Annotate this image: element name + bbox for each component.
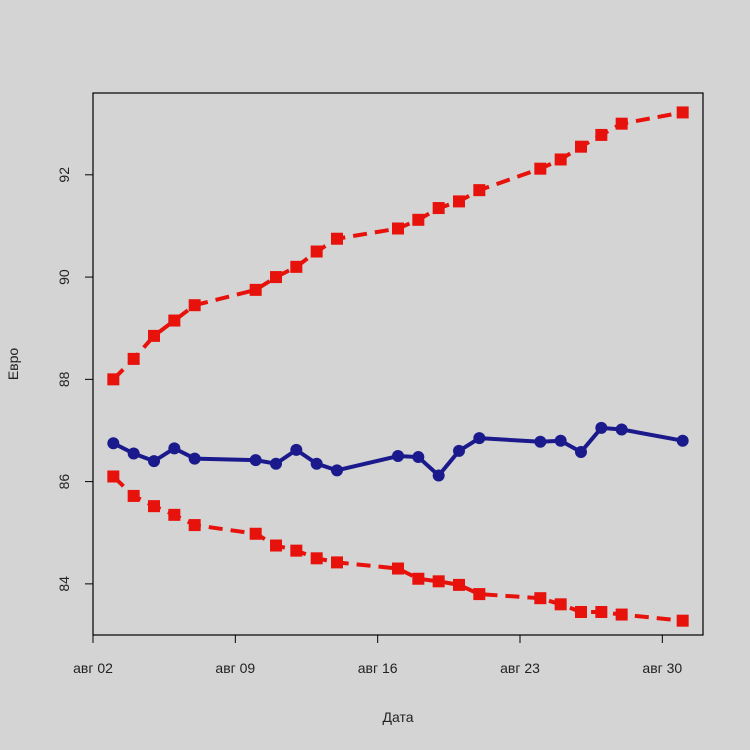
series-1-point <box>310 245 323 258</box>
series-1-point <box>249 283 262 296</box>
series-1-line <box>111 110 684 381</box>
series-0-point <box>107 437 120 450</box>
series-2-point <box>290 544 303 557</box>
series-0-point <box>127 447 140 460</box>
series-2-point <box>249 527 262 540</box>
series-2-point <box>676 614 689 627</box>
series-2-point <box>473 588 486 601</box>
plot-frame <box>92 92 704 636</box>
series-1-point <box>554 153 567 166</box>
series-1-point <box>676 106 689 119</box>
series-2-point <box>595 605 608 618</box>
x-axis-label: Дата <box>382 709 413 725</box>
series-0-point <box>331 464 343 477</box>
series-1-point <box>453 195 465 208</box>
series-0-point <box>615 423 628 436</box>
y-axis: 84 86 88 90 92 <box>56 167 93 592</box>
series-1-point <box>473 184 486 197</box>
series-0-point <box>412 451 425 464</box>
series-0-point <box>554 434 567 447</box>
series-1-point <box>575 140 587 153</box>
series-1-point <box>615 117 628 130</box>
series-0-point <box>473 432 486 445</box>
x-tick-label: авг 30 <box>642 660 682 676</box>
y-tick-label: 86 <box>56 474 72 490</box>
series-0-point <box>534 435 547 448</box>
y-tick-label: 92 <box>56 167 72 183</box>
series-2-point <box>575 605 587 618</box>
series-2-point <box>188 519 201 532</box>
series-2-point <box>127 489 140 502</box>
series-1-point <box>392 222 404 235</box>
y-tick-label: 90 <box>56 269 72 285</box>
series-0-point <box>432 469 445 482</box>
series-2-point <box>107 470 120 483</box>
series-1-point <box>188 299 201 312</box>
x-tick-label: авг 02 <box>73 660 113 676</box>
series-1-point <box>331 232 343 245</box>
series-0-point <box>453 444 465 457</box>
series-0-point <box>290 443 303 456</box>
series-2-line <box>111 475 683 623</box>
series-0-point <box>575 445 587 458</box>
x-tick-label: авг 09 <box>215 660 255 676</box>
x-tick-label: авг 23 <box>500 660 540 676</box>
y-tick-label: 88 <box>56 371 72 387</box>
series-2-point <box>412 572 425 585</box>
series-1-point <box>534 162 547 175</box>
series-1-point <box>412 213 425 226</box>
series-1-point <box>107 373 120 386</box>
x-tick-label: авг 16 <box>358 660 398 676</box>
series-1-point <box>168 314 181 327</box>
series-2-point <box>331 556 343 569</box>
y-tick-label: 84 <box>56 576 72 592</box>
series-0-point <box>595 421 608 434</box>
series-2-point <box>554 598 567 611</box>
series-0-point <box>392 450 404 463</box>
series-2-point <box>310 552 323 565</box>
series-0-point <box>168 442 181 455</box>
series-1-point <box>432 202 445 215</box>
series-1-point <box>270 271 282 284</box>
y-axis-label: Евро <box>5 348 21 381</box>
x-axis: авг 02 авг 09 авг 16 авг 23 авг 30 <box>73 635 682 676</box>
series-0-point <box>310 457 323 470</box>
series-0-point <box>148 455 160 468</box>
series-1-point <box>148 329 160 342</box>
series-0-point <box>270 457 282 470</box>
series-2-point <box>432 575 445 588</box>
series-2-point <box>615 608 628 621</box>
series-0-point <box>188 452 201 465</box>
series-2-point <box>392 562 404 575</box>
series-1-point <box>595 128 608 141</box>
series-2-point <box>168 508 181 521</box>
series-1-point <box>290 260 303 273</box>
series-1-point <box>127 352 140 365</box>
series-0-point <box>676 434 689 447</box>
series-layer <box>107 106 689 627</box>
series-2-point <box>148 500 160 513</box>
series-2-point <box>270 539 282 552</box>
series-0-point <box>249 454 262 467</box>
series-2-point <box>534 592 547 605</box>
series-2-point <box>453 578 465 591</box>
